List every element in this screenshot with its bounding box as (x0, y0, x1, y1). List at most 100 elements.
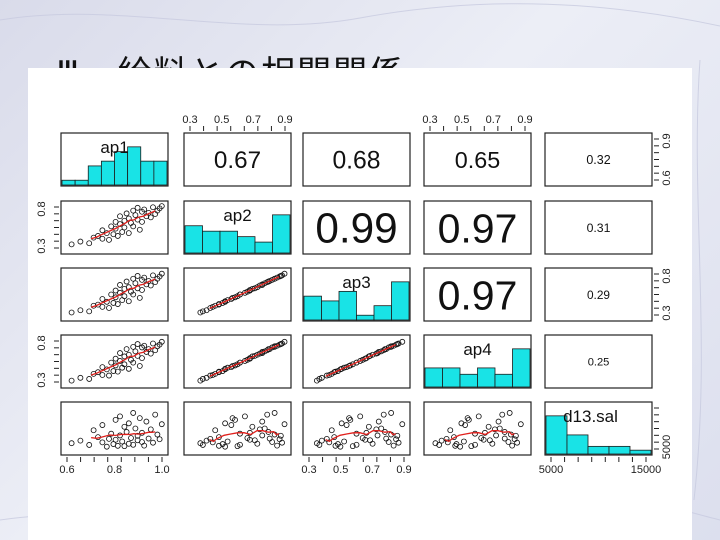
scatter-point (77, 437, 84, 444)
scatter-point (143, 418, 150, 425)
scatter-point (68, 309, 75, 316)
scatter-point (229, 415, 236, 422)
scatter-point (266, 435, 273, 442)
scatter-point (130, 291, 137, 298)
histogram-bar (338, 290, 357, 321)
scatter-point (125, 298, 132, 305)
histogram-bar (303, 295, 322, 321)
scatter-point (130, 410, 137, 416)
scatter-point (246, 355, 253, 362)
scatter-point (110, 368, 117, 374)
scatter-point (249, 423, 256, 430)
scatter-point (139, 355, 145, 362)
scatter-point (343, 422, 350, 428)
histogram-bar (477, 367, 496, 388)
scatter-point (158, 203, 165, 210)
smoother-line (90, 278, 156, 308)
histogram-bar (219, 230, 238, 254)
panel-frame (60, 200, 169, 255)
scatter-point (68, 377, 75, 384)
scatter-point (150, 204, 156, 211)
scatter-point (130, 207, 137, 214)
scatter-point (438, 437, 445, 444)
scatter-point (141, 206, 148, 213)
scatter-point (447, 427, 454, 434)
scatter-point (209, 372, 216, 378)
smoother-line (325, 344, 396, 377)
tick-label: 0.9 (517, 114, 532, 126)
scatter-point (388, 410, 395, 416)
scatter-point (229, 294, 236, 301)
scatter-point (458, 420, 465, 427)
scatter-point (86, 308, 93, 315)
scatter-point (134, 341, 141, 347)
scatter-point (212, 427, 219, 434)
tick-label: 0.8 (36, 335, 48, 350)
scatter-point (106, 236, 112, 243)
scatter-point (444, 439, 451, 446)
histogram-bar (140, 160, 155, 186)
tick-label: 15000 (631, 464, 662, 476)
tick-label: 0.5 (454, 114, 469, 126)
scatter-point (121, 443, 128, 450)
panel-frame (60, 334, 169, 389)
variable-label: ap4 (463, 340, 491, 359)
smoother-line (325, 430, 396, 443)
scatter-point (475, 413, 482, 420)
scatter-point (68, 241, 75, 248)
scatter-point (86, 240, 93, 247)
scatter-point (277, 432, 284, 439)
scatter-point (99, 439, 106, 446)
scatter-point (394, 432, 401, 439)
histogram-bar (442, 367, 461, 388)
scatter-point (237, 430, 243, 437)
scatter-point (117, 350, 123, 356)
smoother-line (91, 431, 156, 439)
histogram-bar (87, 165, 102, 186)
scatter-point (136, 363, 143, 369)
tick-label: 5000 (539, 464, 563, 476)
scatter-point (123, 210, 130, 217)
scatter-point (136, 226, 143, 233)
scatter-point (244, 435, 251, 441)
scatter-point (485, 423, 492, 430)
tick-label: 0.3 (36, 372, 48, 387)
histogram-bar (566, 434, 589, 455)
panel-frame (544, 200, 653, 255)
scatter-point (103, 443, 110, 450)
histogram-bar (127, 146, 142, 186)
scatter-point (147, 350, 154, 357)
scatter-point (353, 359, 360, 366)
scatter-point (251, 352, 258, 359)
scatter-point (323, 372, 330, 379)
scatter-point (274, 442, 281, 449)
smoother-line (444, 430, 515, 443)
scatter-point (77, 374, 84, 381)
scatter-point (112, 225, 119, 232)
scatter-point (436, 442, 443, 448)
scatter-point (460, 438, 467, 445)
scatter-point (472, 441, 478, 448)
scatter-point (346, 415, 352, 422)
correlation-label: 0.97 (438, 205, 518, 251)
scatter-point (99, 235, 106, 242)
scatter-point (276, 273, 283, 280)
scatter-point (68, 440, 75, 447)
panel-frame (423, 200, 532, 255)
scatter-point (136, 294, 143, 301)
correlation-label: 0.29 (587, 288, 610, 302)
scatter-point (453, 441, 460, 447)
scatter-point (264, 347, 271, 354)
histogram-bar (61, 179, 76, 186)
scatter-point (486, 437, 493, 444)
scatter-point (472, 430, 478, 437)
histogram-bar (608, 445, 631, 455)
tick-label: 1.0 (154, 464, 169, 476)
variable-label: d13.sal (563, 407, 618, 426)
scatter-point (346, 363, 352, 369)
scatter-point (114, 368, 121, 375)
scatter-point (357, 413, 364, 420)
scatter-point (150, 272, 156, 279)
scatter-point (77, 238, 84, 245)
scatter-point (259, 432, 266, 439)
